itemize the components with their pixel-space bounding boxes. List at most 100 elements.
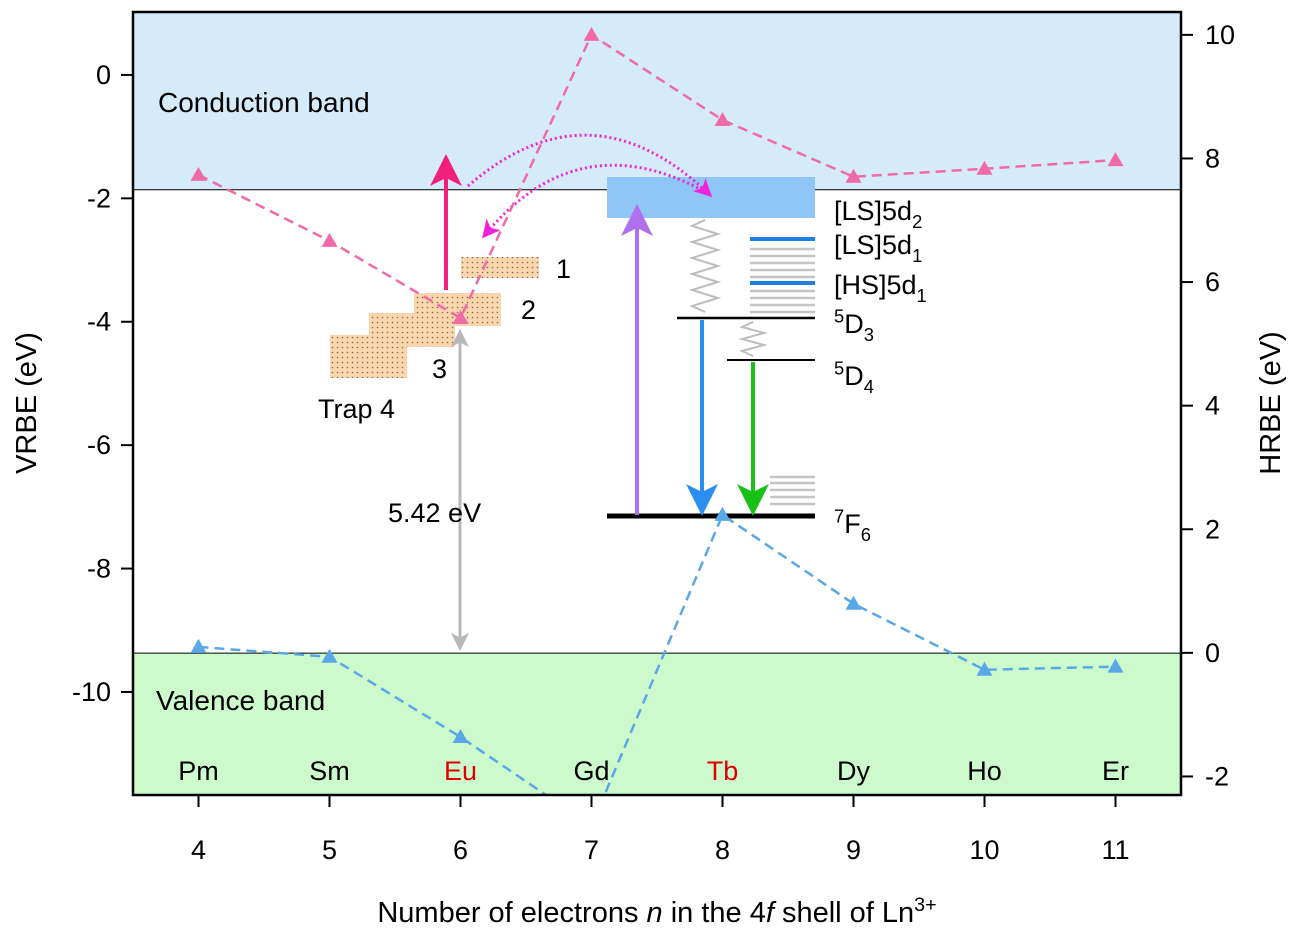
conduction-band <box>133 12 1181 190</box>
rich-label: Number of electrons n in the 4f shell of… <box>377 894 936 929</box>
marker <box>584 818 600 832</box>
label-part: f <box>766 897 777 929</box>
element-label: Er <box>1102 756 1129 786</box>
series-group <box>190 26 1124 832</box>
series-line <box>198 512 1116 795</box>
label-part: 3 <box>864 324 874 345</box>
y2-tick-label: -2 <box>1205 761 1229 791</box>
element-label: Eu <box>444 756 477 786</box>
rich-label: [LS]5d2 <box>834 196 922 232</box>
y-tick-label: -6 <box>87 430 111 460</box>
y-axis-label: VRBE (eV) <box>11 332 43 474</box>
marker <box>452 729 469 743</box>
trap-label: Trap 4 <box>318 394 395 424</box>
rich-label: 7F6 <box>834 506 871 545</box>
y-tick-label: -8 <box>87 554 111 584</box>
label-part: Number of electrons <box>377 897 646 929</box>
x-tick-label: 11 <box>1101 835 1129 865</box>
marker <box>714 506 731 521</box>
plot-frame <box>131 10 1183 797</box>
y2-tick-label: 8 <box>1205 143 1220 173</box>
label-part: 7 <box>834 506 844 527</box>
marker <box>190 638 207 653</box>
label-part: D <box>844 309 864 339</box>
marker <box>845 168 862 183</box>
trap <box>330 335 407 378</box>
rich-label: 5D4 <box>834 358 874 397</box>
x-tick-label: 4 <box>191 835 206 865</box>
label-part: 3+ <box>914 894 936 916</box>
label-part: 1 <box>917 285 927 306</box>
relaxation <box>738 321 768 357</box>
label-part: [LS]5d <box>834 196 912 226</box>
schematic: 1 2 3 Trap 4 5.42 eV [LS]5d2[LS]5d1[HS]5… <box>318 133 927 651</box>
gap-label: 5.42 eV <box>388 498 481 528</box>
label-part: shell of Ln <box>774 897 914 929</box>
element-label: Ho <box>967 756 1002 786</box>
tb-5d2-band <box>607 177 815 218</box>
series-line <box>197 32 1116 320</box>
trap-label: 3 <box>432 354 447 384</box>
label-part: [LS]5d <box>834 230 912 260</box>
rich-label: [HS]5d1 <box>834 270 927 306</box>
element-label: Sm <box>309 756 350 786</box>
marker <box>1107 152 1124 167</box>
label-part: 5 <box>834 358 844 379</box>
label-part: D <box>844 361 864 391</box>
label-part: 4 <box>864 376 874 397</box>
transfer-arrow <box>467 133 713 198</box>
label-part: 5 <box>834 306 844 327</box>
x-tick-label: 9 <box>846 835 861 865</box>
marker <box>976 661 993 676</box>
y2-tick-label: 10 <box>1205 20 1235 50</box>
label-part: in the 4 <box>663 897 766 929</box>
x-tick-label: 8 <box>715 835 730 865</box>
x-tick-label: 7 <box>584 835 599 865</box>
label-part: n <box>647 897 663 929</box>
marker <box>976 160 993 175</box>
marker <box>845 595 862 610</box>
level-group <box>750 247 815 506</box>
element-label: Dy <box>837 756 870 786</box>
band-label: Conduction band <box>158 87 370 118</box>
y-tick-label: -4 <box>87 307 111 337</box>
y2-tick-label: 2 <box>1205 514 1220 544</box>
y2-tick-label: 0 <box>1205 638 1220 668</box>
trap <box>461 257 539 278</box>
label-part: F <box>844 509 861 539</box>
y-tick-label: -2 <box>87 183 111 213</box>
trap-label: 1 <box>556 254 571 284</box>
label-part: 6 <box>861 524 871 545</box>
y2-axis-label: HRBE (eV) <box>1255 331 1287 474</box>
bands: Conduction band Valence band Pm Sm Eu Gd Tb Dy H… <box>133 12 1181 795</box>
y-tick-label: 0 <box>96 60 111 90</box>
label-part: 2 <box>912 211 922 232</box>
marker <box>190 166 207 181</box>
element-label: Tb <box>707 756 739 786</box>
band-label: Valence band <box>156 685 325 716</box>
rich-label: 5D3 <box>834 306 874 345</box>
rich-label: [LS]5d1 <box>834 230 922 266</box>
y2-tick-label: 6 <box>1205 267 1220 297</box>
label-part: [HS]5d <box>834 270 917 300</box>
marker <box>583 26 600 41</box>
relaxation <box>688 219 722 313</box>
element-label: Gd <box>573 756 609 786</box>
marker <box>714 111 731 126</box>
x-tick-label: 5 <box>322 835 337 865</box>
trap-label: 2 <box>521 295 536 325</box>
y-tick-label: -10 <box>72 677 111 707</box>
transfer-arrow <box>482 163 699 239</box>
marker <box>321 648 338 663</box>
element-label: Pm <box>178 756 219 786</box>
x-tick-label: 6 <box>453 835 468 865</box>
y2-tick-label: 4 <box>1205 391 1220 421</box>
x-tick-label: 10 <box>969 835 999 865</box>
label-part: 1 <box>912 245 922 266</box>
valence-band <box>133 653 1181 795</box>
marker <box>1107 658 1124 673</box>
marker <box>452 310 469 325</box>
